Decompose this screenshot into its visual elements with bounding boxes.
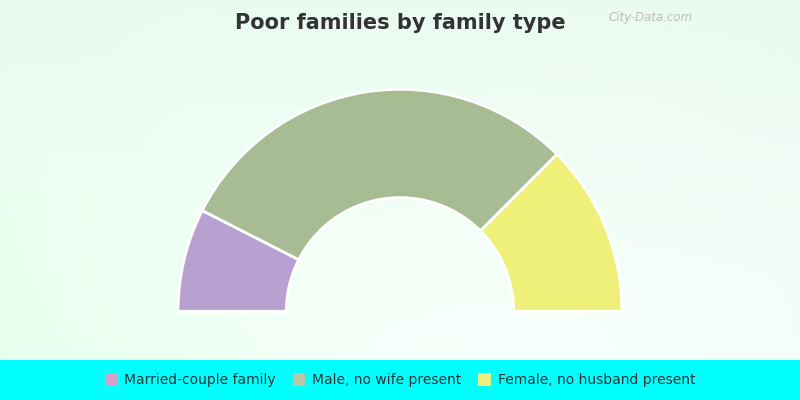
Wedge shape <box>178 210 298 311</box>
Text: City-Data.com: City-Data.com <box>609 11 693 24</box>
Text: Poor families by family type: Poor families by family type <box>234 13 566 33</box>
Wedge shape <box>202 89 557 260</box>
Wedge shape <box>480 154 622 311</box>
Legend: Married-couple family, Male, no wife present, Female, no husband present: Married-couple family, Male, no wife pre… <box>99 367 701 393</box>
